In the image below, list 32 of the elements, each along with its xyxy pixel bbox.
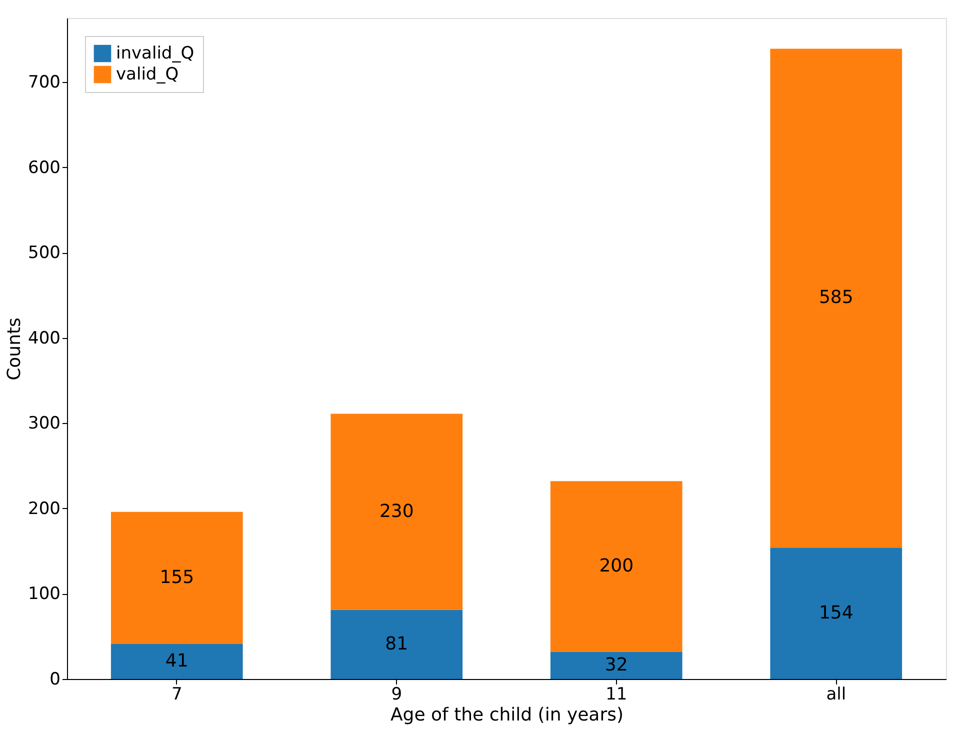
- y-tick-label: 700: [28, 72, 60, 92]
- bar: [770, 48, 902, 548]
- x-tick-label: all: [826, 684, 846, 704]
- bar: [330, 610, 463, 679]
- bar: [110, 644, 243, 679]
- y-tick-label: 300: [28, 414, 60, 434]
- bar: [550, 481, 682, 652]
- legend-label: valid_Q: [116, 64, 179, 84]
- data-label: 81: [385, 633, 408, 654]
- data-label: 155: [160, 566, 194, 588]
- y-tick-label: 100: [28, 584, 60, 604]
- x-axis-title: Age of the child (in years): [390, 704, 624, 726]
- data-label: 32: [604, 654, 628, 676]
- data-label: 585: [818, 287, 854, 308]
- x-tick-label: 11: [606, 684, 628, 704]
- y-tick-label: 500: [28, 243, 60, 264]
- bar: [770, 548, 902, 679]
- data-label: 200: [599, 555, 634, 576]
- y-tick-label: 0: [50, 670, 60, 690]
- y-tick-label: 600: [28, 158, 60, 178]
- data-label: 41: [165, 650, 188, 672]
- y-axis-title: Counts: [4, 318, 26, 380]
- x-tick-label: 7: [171, 684, 182, 704]
- x-tick-label: 9: [391, 684, 402, 704]
- bar: [330, 414, 463, 610]
- data-label: 230: [379, 500, 414, 522]
- y-tick-label: 200: [28, 498, 60, 519]
- legend-label: invalid_Q: [116, 44, 194, 64]
- y-tick-label: 400: [28, 328, 60, 348]
- bar: [110, 512, 243, 644]
- data-label: 154: [818, 602, 854, 624]
- bar: [550, 652, 682, 679]
